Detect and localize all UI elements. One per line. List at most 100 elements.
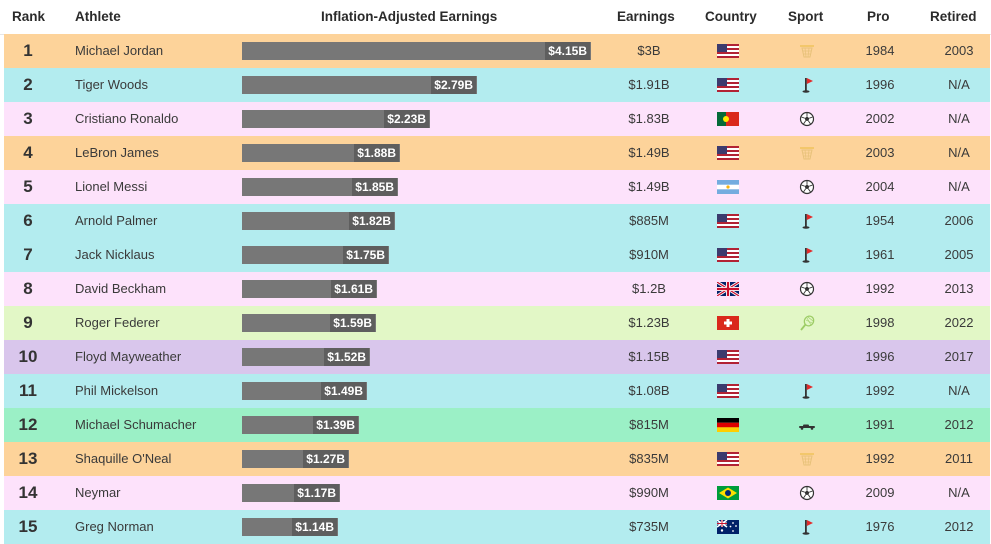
table-row[interactable]: 12 Michael Schumacher $1.39B $815M 1991 2012: [4, 408, 990, 442]
tennis-icon: [798, 314, 816, 332]
golf-icon: [798, 76, 816, 94]
earnings-value: $735M: [629, 519, 669, 534]
earnings-value: $990M: [629, 485, 669, 500]
bar-value-label: $1.61B: [331, 280, 376, 298]
rank-number: 7: [23, 245, 33, 264]
table-row[interactable]: 5 Lionel Messi $1.85B $1.49B 2004 N/A: [4, 170, 990, 204]
table-row[interactable]: 7 Jack Nicklaus $1.75B $910M 1961 2005: [4, 238, 990, 272]
bar-value-label: $1.39B: [313, 416, 358, 434]
bar-value-label: $1.82B: [349, 212, 394, 230]
table-row[interactable]: 11 Phil Mickelson $1.49B $1.08B 1992 N/A: [4, 374, 990, 408]
pro-year: 2009: [865, 485, 895, 500]
usa-flag-icon: [717, 248, 739, 262]
portugal-flag-icon: [717, 112, 739, 126]
retired-year: N/A: [948, 383, 970, 398]
bar-value-label: $1.49B: [321, 382, 366, 400]
pro-year: 1984: [865, 43, 895, 58]
usa-flag-icon: [717, 146, 739, 160]
rank-number: 9: [23, 313, 33, 332]
table-row[interactable]: 2 Tiger Woods $2.79B $1.91B 1996 N/A: [4, 68, 990, 102]
retired-year: N/A: [948, 111, 970, 126]
usa-flag-icon: [717, 78, 739, 92]
bar-value-label: $1.14B: [292, 518, 337, 536]
earnings-bar: $1.17B: [242, 484, 340, 502]
usa-flag-icon: [717, 350, 739, 364]
table-row[interactable]: 6 Arnold Palmer $1.82B $885M 1954 2006: [4, 204, 990, 238]
header-country[interactable]: Country: [705, 9, 757, 24]
athlete-name: Jack Nicklaus: [75, 247, 155, 262]
rank-number: 8: [23, 279, 33, 298]
table-row[interactable]: 13 Shaquille O'Neal $1.27B $835M 1992 2011: [4, 442, 990, 476]
earnings-value: $835M: [629, 451, 669, 466]
pro-year: 1992: [865, 451, 895, 466]
rank-number: 10: [18, 347, 38, 366]
bar-value-label: $1.52B: [324, 348, 369, 366]
retired-year: 2011: [945, 451, 973, 466]
earnings-bar: $1.85B: [242, 178, 398, 196]
athlete-name: Cristiano Ronaldo: [75, 111, 179, 126]
earnings-value: $1.23B: [628, 315, 670, 330]
earnings-bar: $1.39B: [242, 416, 359, 434]
table-row[interactable]: 1 Michael Jordan $4.15B $3B 1984 2003: [4, 34, 990, 68]
table-row[interactable]: 3 Cristiano Ronaldo $2.23B $1.83B 2002 N/A: [4, 102, 990, 136]
earnings-value: $885M: [629, 213, 669, 228]
athlete-name: Arnold Palmer: [75, 213, 158, 228]
rank-number: 6: [23, 211, 33, 230]
earnings-bar: $2.23B: [242, 110, 430, 128]
pro-year: 1976: [865, 519, 895, 534]
bar-value-label: $1.75B: [343, 246, 388, 264]
earnings-bar: $2.79B: [242, 76, 477, 94]
earnings-value: $910M: [629, 247, 669, 262]
pro-year: 2003: [865, 145, 895, 160]
earnings-bar: $1.88B: [242, 144, 400, 162]
athlete-name: Michael Schumacher: [75, 417, 197, 432]
retired-year: 2013: [944, 281, 974, 296]
rank-number: 2: [23, 75, 33, 94]
table-row[interactable]: 10 Floyd Mayweather $1.52B $1.15B 1996 2017: [4, 340, 990, 374]
table-row[interactable]: 9 Roger Federer $1.59B $1.23B 1998 2022: [4, 306, 990, 340]
rank-number: 3: [23, 109, 33, 128]
earnings-bar: $1.52B: [242, 348, 370, 366]
retired-year: N/A: [948, 145, 970, 160]
header-rank[interactable]: Rank: [12, 9, 46, 24]
rank-number: 5: [23, 177, 33, 196]
basketball-icon: [798, 42, 816, 60]
bar-value-label: $2.23B: [384, 110, 429, 128]
rank-number: 11: [19, 381, 37, 400]
header-earnings[interactable]: Earnings: [617, 9, 675, 24]
pro-year: 1954: [865, 213, 895, 228]
header-athlete[interactable]: Athlete: [75, 9, 121, 24]
table-row[interactable]: 14 Neymar $1.17B $990M 2009 N/A: [4, 476, 990, 510]
brazil-flag-icon: [717, 486, 739, 500]
table-row[interactable]: 15 Greg Norman $1.14B $735M 1976 2012: [4, 510, 990, 544]
pro-year: 1991: [865, 417, 895, 432]
table-row[interactable]: 4 LeBron James $1.88B $1.49B 2003 N/A: [4, 136, 990, 170]
earnings-value: $1.15B: [628, 349, 670, 364]
table-header: Rank Athlete Inflation-Adjusted Earnings…: [0, 0, 991, 35]
header-adjusted-earnings[interactable]: Inflation-Adjusted Earnings: [321, 9, 498, 24]
usa-flag-icon: [717, 44, 739, 58]
retired-year: 2022: [944, 315, 974, 330]
retired-year: 2003: [944, 43, 974, 58]
bar-value-label: $4.15B: [545, 42, 590, 60]
athlete-name: Floyd Mayweather: [75, 349, 182, 364]
athlete-name: Neymar: [75, 485, 121, 500]
header-retired[interactable]: Retired: [930, 9, 977, 24]
rank-number: 12: [18, 415, 38, 434]
basketball-icon: [798, 450, 816, 468]
usa-flag-icon: [717, 384, 739, 398]
header-sport[interactable]: Sport: [788, 9, 824, 24]
table-row[interactable]: 8 David Beckham $1.61B $1.2B 1992 2013: [4, 272, 990, 306]
switzerland-flag-icon: [717, 316, 739, 330]
pro-year: 1998: [865, 315, 895, 330]
rank-number: 15: [18, 517, 38, 536]
retired-year: 2012: [944, 519, 974, 534]
bar-value-label: $1.88B: [354, 144, 399, 162]
soccer-icon: [798, 178, 816, 196]
earnings-bar: $1.61B: [242, 280, 377, 298]
earnings-bar: $1.75B: [242, 246, 389, 264]
retired-year: 2005: [944, 247, 974, 262]
earnings-value: $1.83B: [628, 111, 670, 126]
header-pro[interactable]: Pro: [867, 9, 890, 24]
